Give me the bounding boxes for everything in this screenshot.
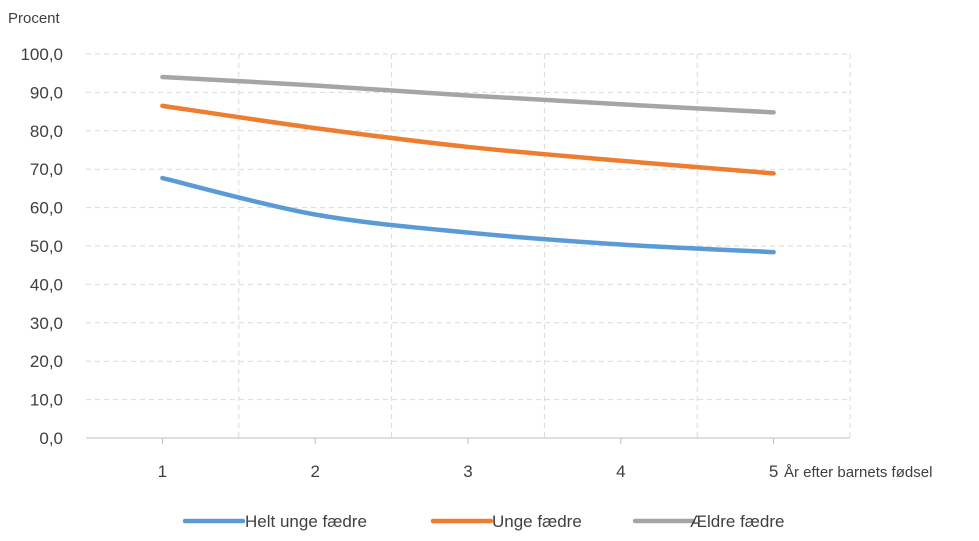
y-tick-label: 80,0 [30,122,63,141]
series-2 [162,106,773,174]
x-axis-title: År efter barnets fødsel [784,464,932,481]
legend-item: Ældre fædre [635,512,784,531]
legend-label: Helt unge fædre [245,512,367,531]
x-tick-label: 2 [310,462,319,481]
y-tick-label: 100,0 [20,45,63,64]
y-tick-label: 50,0 [30,237,63,256]
series-layer [162,77,773,252]
x-tick-label: 4 [616,462,625,481]
series-line [162,77,773,112]
x-tick-label: 5 [769,462,778,481]
series-1 [162,178,773,252]
legend-item: Helt unge fædre [185,512,367,531]
x-tick-label: 3 [463,462,472,481]
legend-item: Unge fædre [433,512,582,531]
axis-layer: 0,0 10,0 20,0 30,0 40,0 50,0 60,0 70,0 80,0 90,0 1… [8,10,932,481]
y-tick-label: 90,0 [30,83,63,102]
y-axis-title: Procent [8,10,61,27]
legend: Helt unge fædre Unge fædre Ældre fædre [185,512,784,531]
series-3 [162,77,773,113]
y-tick-label: 0,0 [39,429,63,448]
legend-label: Unge fædre [492,512,582,531]
y-tick-label: 40,0 [30,275,63,294]
y-tick-label: 10,0 [30,391,63,410]
legend-label: Ældre fædre [690,512,784,531]
y-tick-label: 60,0 [30,199,63,218]
y-tick-label: 20,0 [30,352,63,371]
series-line [162,106,773,174]
y-tick-label: 30,0 [30,314,63,333]
y-tick-label: 70,0 [30,160,63,179]
series-line [162,178,773,252]
x-tick-label: 1 [158,462,167,481]
